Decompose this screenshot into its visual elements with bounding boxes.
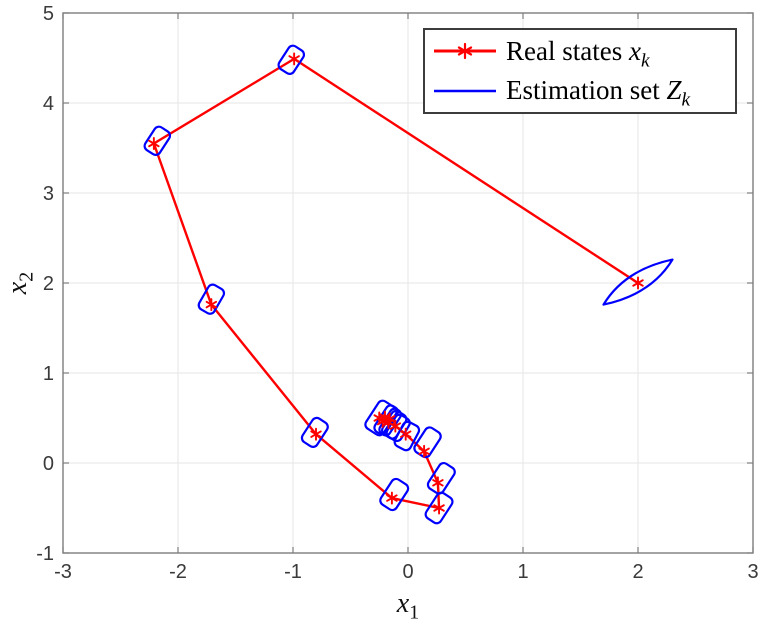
y-tick-label: 1	[43, 363, 54, 385]
tick-labels: -3 -2 -1 0 1 2 3 -1 0 1 2 3 4 5	[36, 3, 758, 583]
y-tick-label: 3	[43, 183, 54, 205]
legend-estimation-set-label: Estimation set Zk	[506, 75, 691, 111]
real-states-markers	[148, 52, 644, 515]
x-tick-label: -3	[54, 561, 72, 583]
x-tick-label: 1	[517, 561, 528, 583]
legend-estimation-set-line	[434, 89, 496, 92]
y-tick-label: 2	[43, 273, 54, 295]
x-axis-label: x1	[396, 588, 420, 624]
y-tick-label: 0	[43, 453, 54, 475]
y-axis-label: x2	[2, 271, 38, 295]
legend-real-states-line-marker	[434, 43, 496, 60]
x-tick-label: 2	[632, 561, 643, 583]
estimation-set-box	[143, 125, 172, 157]
estimation-set-box	[300, 416, 329, 448]
y-tick-label: 5	[43, 3, 54, 25]
legend-row-estimation-set: Estimation set Zk	[425, 72, 735, 110]
y-tick-label: 4	[43, 93, 54, 115]
x-tick-label: 0	[402, 561, 413, 583]
tick-marks	[62, 12, 754, 554]
legend-box: Real states xk Estimation set Zk	[423, 28, 737, 114]
x-tick-label: 3	[747, 561, 758, 583]
x-tick-label: -2	[169, 561, 187, 583]
legend-real-states-label: Real states xk	[506, 35, 650, 72]
legend-row-real-states: Real states xk	[425, 32, 735, 70]
estimation-set-box	[379, 477, 410, 512]
y-tick-label: -1	[36, 543, 54, 565]
estimation-set-box	[424, 491, 454, 525]
estimation-set-box	[426, 461, 456, 495]
estimation-set-initial-lens	[602, 258, 674, 306]
estimation-set-box	[277, 44, 306, 76]
x-tick-label: -1	[284, 561, 302, 583]
estimation-set-box	[197, 283, 226, 315]
